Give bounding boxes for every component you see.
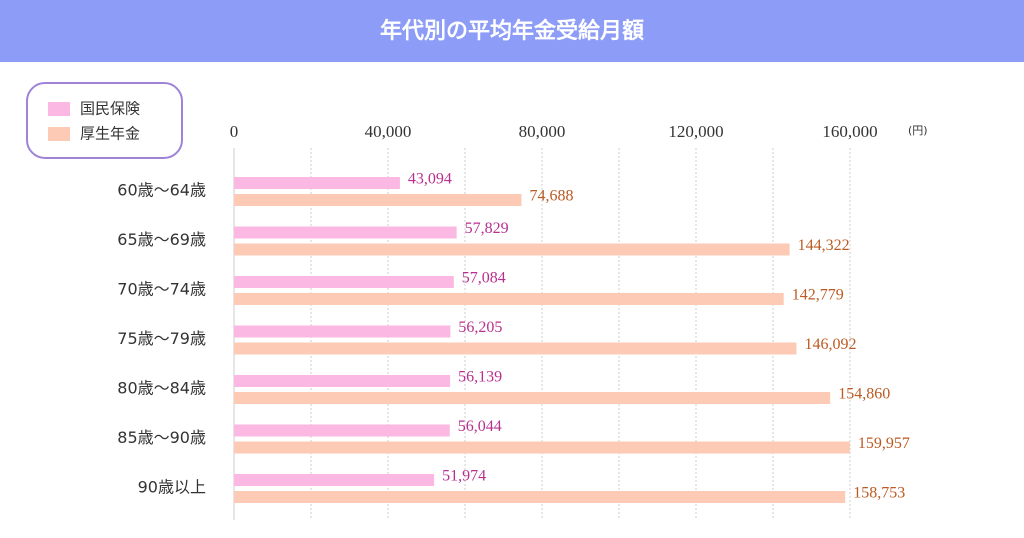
y-tick-label: 75歳〜79歳 [117,329,206,348]
bar [234,293,784,305]
title-bar [0,0,1024,62]
bar [234,243,790,256]
value-label: 159,957 [858,435,910,452]
y-tick-label: 90歳以上 [138,478,206,497]
bar [234,342,797,355]
value-label: 56,139 [458,369,502,386]
value-label: 154,860 [838,386,890,403]
legend-swatch [48,127,70,141]
bar [234,375,451,387]
x-tick-label: 120,000 [668,122,723,141]
bar [234,226,457,239]
bar [234,194,522,206]
bar [234,441,850,454]
x-tick-label: 160,000 [822,122,877,141]
value-label: 51,974 [442,468,486,485]
bar [234,392,831,404]
x-tick-label: 40,000 [365,122,412,141]
value-label: 144,322 [798,237,850,254]
value-label: 146,092 [804,336,856,353]
value-label: 56,044 [458,418,502,435]
unit-label: (円) [908,124,928,137]
legend-label: 国民保険 [80,100,140,118]
value-label: 57,829 [465,220,509,237]
value-label: 43,094 [408,171,452,188]
legend-box [26,82,183,159]
x-tick-label: 0 [230,122,239,141]
legend-swatch [48,102,70,116]
y-tick-label: 85歳〜90歳 [117,428,206,447]
y-tick-label: 65歳〜69歳 [117,230,206,249]
value-label: 57,084 [462,270,506,287]
y-tick-label: 80歳〜84歳 [117,379,206,398]
legend-label: 厚生年金 [80,125,140,143]
x-tick-label: 80,000 [519,122,566,141]
value-label: 56,205 [458,319,502,336]
bar [234,491,846,503]
y-tick-label: 60歳〜64歳 [117,181,206,200]
bar [234,474,435,486]
bar [234,325,451,338]
bar [234,424,450,437]
value-label: 74,688 [530,188,574,205]
bar [234,276,454,288]
bar [234,177,400,189]
y-tick-label: 70歳〜74歳 [117,280,206,299]
chart-title: 年代別の平均年金受給月額 [380,18,644,44]
value-label: 142,779 [792,287,844,304]
value-label: 158,753 [853,485,905,502]
